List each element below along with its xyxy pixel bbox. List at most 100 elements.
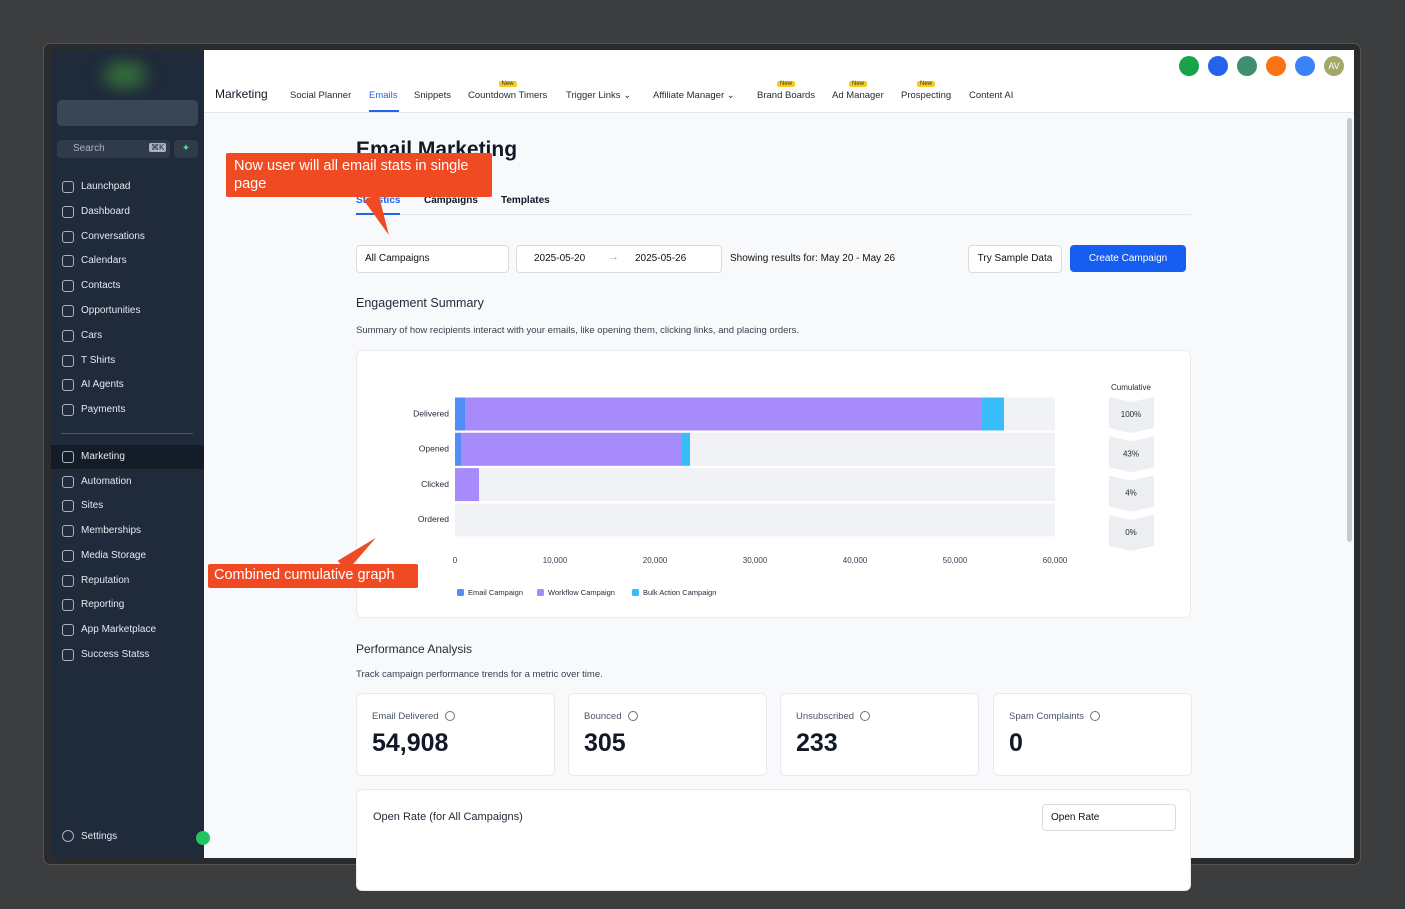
header-icon[interactable] bbox=[1179, 56, 1199, 76]
new-badge: New bbox=[777, 81, 796, 87]
engagement-title: Engagement Summary bbox=[356, 296, 484, 310]
menu-icon bbox=[62, 599, 74, 612]
menu-item[interactable]: Reporting bbox=[81, 599, 125, 611]
performance-title: Performance Analysis bbox=[356, 642, 473, 656]
nav-tab[interactable]: Countdown Timers bbox=[468, 90, 548, 101]
menu-item[interactable]: Contacts bbox=[81, 280, 121, 292]
menu-icon bbox=[62, 549, 74, 562]
x-tick-label: 10,000 bbox=[543, 556, 568, 565]
settings-icon bbox=[62, 830, 74, 842]
menu-icon bbox=[62, 451, 74, 463]
menu-item[interactable]: Media Storage bbox=[81, 549, 147, 561]
bar-segment bbox=[455, 468, 479, 502]
nav-tab[interactable]: Content AI bbox=[969, 90, 1014, 101]
try-sample-button[interactable]: Try Sample Data bbox=[968, 245, 1062, 273]
menu-item[interactable]: Cars bbox=[81, 329, 103, 341]
scrollbar bbox=[1347, 118, 1352, 542]
nav-tab[interactable]: Ad Manager bbox=[832, 90, 884, 101]
menu-item[interactable]: AI Agents bbox=[81, 379, 124, 391]
legend-swatch bbox=[632, 589, 639, 596]
campaign-filter[interactable]: All Campaigns bbox=[356, 245, 509, 273]
menu-item[interactable]: Opportunities bbox=[81, 305, 141, 316]
subtab[interactable]: Campaigns bbox=[424, 195, 478, 206]
y-tick-label: Opened bbox=[419, 444, 450, 454]
nav-tab[interactable]: Trigger Links ⌄ bbox=[566, 90, 632, 101]
cumulative-step bbox=[1109, 436, 1154, 473]
menu-icon bbox=[62, 329, 74, 342]
x-tick-label: 50,000 bbox=[943, 556, 968, 565]
menu-item[interactable]: Success Statss bbox=[81, 648, 150, 660]
search-box bbox=[57, 140, 170, 158]
x-tick-label: 0 bbox=[453, 556, 458, 565]
menu-item[interactable]: Automation bbox=[81, 475, 132, 487]
menu-item[interactable]: Reputation bbox=[81, 574, 130, 586]
annotation: Combined cumulative graph bbox=[208, 564, 418, 588]
menu-icon bbox=[62, 354, 74, 367]
date-range[interactable] bbox=[516, 245, 722, 273]
subtab[interactable]: Statistics bbox=[356, 195, 401, 206]
bar-segment bbox=[465, 397, 982, 431]
stat-value: 54,908 bbox=[372, 729, 449, 757]
header-icon[interactable]: AV bbox=[1324, 56, 1344, 76]
menu-item[interactable]: App Marketplace bbox=[81, 623, 157, 635]
menu-item[interactable]: Memberships bbox=[81, 525, 142, 537]
search[interactable]: Search bbox=[73, 143, 105, 154]
x-tick-label: 20,000 bbox=[643, 556, 668, 565]
bar-segment bbox=[982, 397, 1004, 431]
stat-value: 0 bbox=[1009, 729, 1023, 757]
stat-card bbox=[356, 693, 555, 776]
legend-swatch bbox=[537, 589, 544, 596]
cumulative-step bbox=[1109, 514, 1154, 551]
stat-card bbox=[568, 693, 767, 776]
header-icon[interactable] bbox=[1237, 56, 1257, 76]
menu-icon bbox=[62, 379, 74, 392]
nav-tab[interactable]: Snippets bbox=[414, 90, 451, 101]
menu-item[interactable]: Calendars bbox=[81, 255, 127, 267]
menu-icon bbox=[62, 205, 74, 218]
x-tick-label: 60,000 bbox=[1043, 556, 1068, 565]
header-icon[interactable] bbox=[1208, 56, 1228, 76]
annotation: Now user will all email stats in single … bbox=[226, 153, 492, 197]
create-button[interactable]: Create Campaign bbox=[1070, 245, 1186, 272]
nav-tab[interactable]: Brand Boards bbox=[757, 90, 816, 101]
bar-track bbox=[455, 503, 1055, 537]
open-rate-select[interactable]: Open Rate bbox=[1042, 804, 1176, 831]
nav-tab[interactable]: Emails bbox=[369, 90, 398, 101]
collapse-button[interactable] bbox=[196, 831, 210, 845]
showing: Showing results for: May 20 - May 26 bbox=[730, 253, 896, 264]
menu-item[interactable]: Sites bbox=[81, 500, 104, 512]
menu-icon bbox=[62, 623, 74, 636]
header-icon[interactable] bbox=[1266, 56, 1286, 76]
stat-label: Unsubscribed bbox=[796, 711, 855, 722]
menu-icon bbox=[62, 280, 74, 293]
menu-icon bbox=[62, 404, 74, 417]
menu-item[interactable]: Launchpad bbox=[81, 181, 131, 192]
shortcut: ⌘K bbox=[149, 143, 167, 152]
settings[interactable]: Settings bbox=[81, 831, 118, 842]
menu-item[interactable]: Conversations bbox=[81, 230, 145, 242]
stat-label: Bounced bbox=[584, 711, 622, 722]
stat-value: 305 bbox=[584, 729, 626, 757]
cumulative-step bbox=[1109, 475, 1154, 512]
account-switcher bbox=[57, 100, 198, 126]
subtab[interactable]: Templates bbox=[501, 195, 550, 206]
menu-item[interactable]: T Shirts bbox=[81, 354, 116, 366]
header-icon[interactable] bbox=[1295, 56, 1315, 76]
nav-tab[interactable]: Affiliate Manager ⌄ bbox=[653, 90, 735, 101]
nav-tab[interactable]: Social Planner bbox=[290, 90, 352, 101]
legend-label: Email Campaign bbox=[468, 588, 523, 597]
menu-item[interactable]: Payments bbox=[81, 404, 126, 416]
nav-tab[interactable]: Prospecting bbox=[901, 90, 952, 101]
bar-segment bbox=[682, 432, 690, 466]
menu-icon bbox=[62, 500, 74, 513]
divider bbox=[61, 433, 193, 434]
menu-icon bbox=[62, 305, 74, 317]
bar-segment bbox=[455, 397, 465, 431]
engagement-desc: Summary of how recipients interact with … bbox=[356, 325, 800, 336]
info-icon bbox=[860, 711, 870, 721]
menu-item[interactable]: Marketing bbox=[81, 451, 125, 462]
menu-icon bbox=[62, 574, 74, 587]
menu-item[interactable]: Dashboard bbox=[81, 205, 130, 217]
y-tick-label: Ordered bbox=[418, 514, 449, 524]
